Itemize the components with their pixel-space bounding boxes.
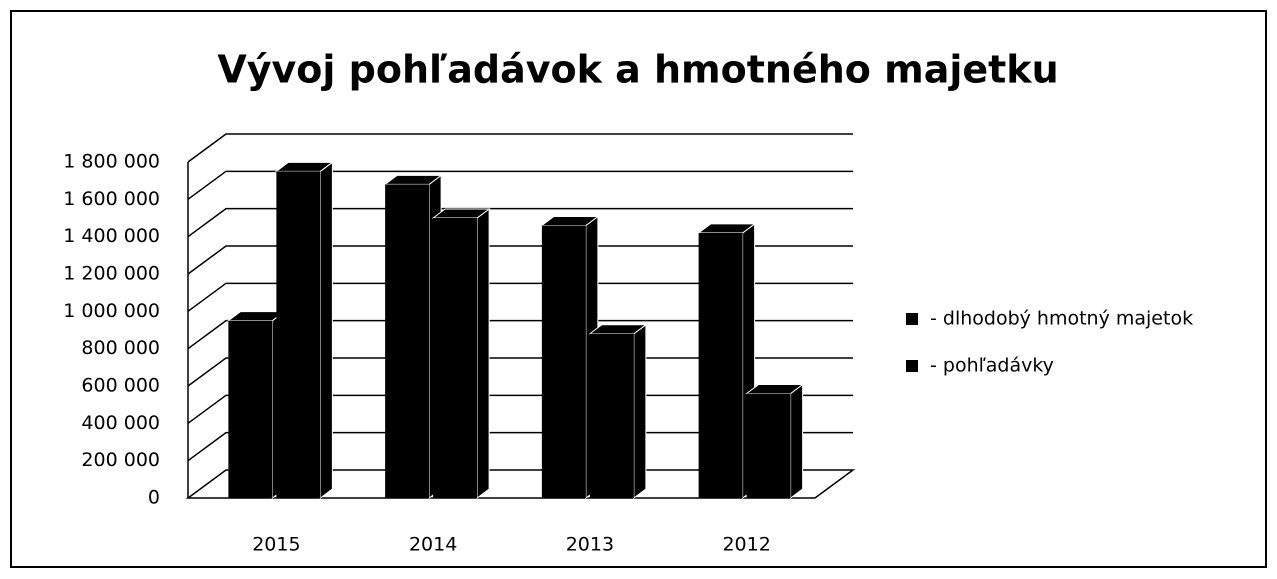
bar <box>276 171 321 499</box>
y-tick-label: 1 600 000 <box>63 188 160 210</box>
bar-side <box>790 383 804 499</box>
bar <box>433 218 478 498</box>
grid-line <box>187 170 853 200</box>
x-tick-label: 2015 <box>252 534 300 556</box>
legend-label: - dlhodobý hmotný majetok <box>930 308 1193 330</box>
y-tick-label: 1 400 000 <box>63 225 160 247</box>
bar-side <box>476 208 490 499</box>
bar <box>589 333 634 498</box>
x-tick-label: 2014 <box>409 534 457 556</box>
grid-line <box>187 282 853 312</box>
y-tick-label: 1 800 000 <box>63 151 160 173</box>
y-tick-label: 1 200 000 <box>63 263 160 285</box>
x-tick-label: 2013 <box>566 534 614 556</box>
grid-line <box>187 245 853 275</box>
bar-side <box>633 323 647 499</box>
legend-swatch <box>906 360 918 372</box>
y-tick-label: 1 000 000 <box>63 300 160 322</box>
bar <box>698 232 743 498</box>
bar <box>541 225 586 498</box>
y-tick-label: 0 <box>148 487 160 509</box>
legend-label: - pohľadávky <box>930 355 1054 377</box>
y-tick-label: 800 000 <box>81 337 160 359</box>
x-tick-label: 2012 <box>722 534 770 556</box>
y-tick-label: 400 000 <box>81 412 160 434</box>
grid-line <box>187 319 853 350</box>
grid-line <box>187 133 853 163</box>
bar <box>228 320 273 498</box>
chart-title: Vývoj pohľadávok a hmotného majetku <box>217 48 1058 92</box>
grid-line <box>187 207 853 238</box>
bar <box>385 184 430 498</box>
y-tick-label: 600 000 <box>81 375 160 397</box>
bar <box>746 393 791 498</box>
bar-side <box>319 161 333 499</box>
legend-swatch <box>906 313 918 325</box>
y-tick-label: 200 000 <box>81 449 160 471</box>
